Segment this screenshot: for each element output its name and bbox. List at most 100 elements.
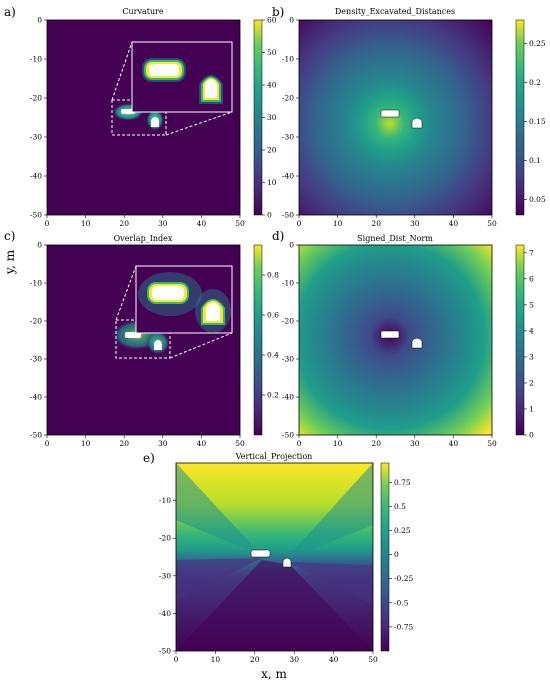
shared-xlabel: x, m (261, 667, 287, 681)
title-c: Overlap_Index (114, 234, 173, 243)
xtick-label-e-4: 40 (329, 655, 339, 664)
cbtick-label-e-0: 0.75 (394, 478, 411, 487)
cbtick-label-e-4: -0.25 (394, 574, 413, 583)
xtick-label-d-5: 50 (487, 439, 497, 448)
xtick-label-a-3: 30 (158, 219, 168, 228)
shared-ylabel: y, m (3, 249, 17, 275)
xtick-label-e-3: 30 (289, 655, 299, 664)
xtick-label-a-5: 50 (235, 219, 245, 228)
cbtick-label-d-7: 7 (529, 248, 534, 257)
xtick-label-b-2: 20 (371, 219, 381, 228)
ytick-label-e-0: -10 (159, 496, 171, 505)
xtick-label-d-0: 0 (297, 439, 302, 448)
xtick-label-a-2: 20 (119, 219, 129, 228)
cbtick-label-a-2: 20 (267, 146, 277, 155)
colorbar-a (253, 19, 263, 216)
xtick-label-e-5: 50 (368, 655, 378, 664)
ytick-label-b-2: -20 (282, 94, 294, 103)
ytick-label-c-2: -20 (30, 317, 42, 326)
cbtick-label-e-6: -0.75 (394, 622, 413, 631)
xtick-label-b-4: 40 (449, 219, 459, 228)
cbtick-label-b-1: 0.1 (529, 156, 541, 165)
xtick-label-a-0: 0 (45, 219, 50, 228)
cbtick-label-d-5: 5 (529, 300, 534, 309)
cbtick-label-a-5: 50 (267, 48, 277, 57)
panel-label-e: e) (143, 451, 155, 465)
panel-a: 0 10 20 30 40 50 0 -10 -20 -30 -40 -50 0 10 20 30 40 50 6… (30, 16, 277, 229)
ytick-label-d-0: 0 (289, 241, 294, 250)
inset-c (135, 265, 233, 334)
cbtick-label-e-5: -0.5 (394, 598, 409, 607)
ytick-label-a-5: -50 (30, 211, 42, 220)
ytick-label-e-3: -40 (159, 609, 171, 618)
xtick-label-d-4: 40 (449, 439, 459, 448)
cbtick-label-c-1: 0.4 (267, 351, 279, 360)
panel-label-b: b) (272, 5, 284, 19)
xtick-label-b-5: 50 (487, 219, 497, 228)
ytick-label-e-4: -50 (159, 647, 171, 656)
xtick-label-d-1: 10 (333, 439, 343, 448)
xtick-label-c-3: 30 (158, 439, 168, 448)
ytick-label-c-1: -10 (30, 279, 42, 288)
ytick-label-a-2: -20 (30, 94, 42, 103)
heatmap-b (299, 20, 492, 215)
title-e: Vertical_Projection (235, 452, 313, 461)
xtick-label-b-0: 0 (297, 219, 302, 228)
xtick-label-e-2: 20 (250, 655, 260, 664)
panel-label-c: c) (4, 229, 15, 243)
inset-a (131, 41, 233, 113)
ytick-label-d-1: -10 (282, 279, 294, 288)
ytick-label-d-3: -30 (282, 355, 294, 364)
panel-label-d: d) (272, 229, 284, 243)
title-a: Curvature (122, 7, 164, 16)
cbtick-label-b-4: 0.25 (529, 39, 546, 48)
cbtick-label-c-0: 0.2 (267, 391, 279, 400)
ytick-label-a-3: -30 (30, 133, 42, 142)
cbtick-label-d-2: 2 (529, 378, 534, 387)
ytick-label-d-2: -20 (282, 317, 294, 326)
cbtick-label-d-1: 1 (529, 404, 534, 413)
cbtick-label-b-0: 0.05 (529, 195, 546, 204)
ytick-label-c-3: -30 (30, 355, 42, 364)
heatmap-d (299, 245, 492, 435)
panel-d: 0 10 20 30 40 50 0 -10 -20 -30 -40 -50 0 1 2 3 4 5 6 7 (282, 241, 534, 449)
cbtick-label-e-2: 0.25 (394, 526, 411, 535)
cbtick-label-d-3: 3 (529, 352, 534, 361)
title-b: Density_Excavated_Distances (335, 7, 455, 16)
xtick-label-c-0: 0 (45, 439, 50, 448)
title-d: Signed_Dist_Norm (357, 234, 433, 243)
cbtick-label-e-1: 0.5 (394, 502, 406, 511)
xtick-label-b-1: 10 (333, 219, 343, 228)
ytick-label-c-4: -40 (30, 393, 42, 402)
ytick-label-d-4: -40 (282, 393, 294, 402)
panel-c: 0 10 20 30 40 50 0 -10 -20 -30 -40 -50 0.2 0.4 0.6 0.8 (30, 241, 279, 449)
cbtick-label-a-6: 60 (267, 16, 277, 25)
xtick-label-d-3: 30 (410, 439, 420, 448)
cbtick-label-b-3: 0.2 (529, 78, 541, 87)
xtick-label-c-1: 10 (81, 439, 91, 448)
cbtick-label-b-2: 0.15 (529, 117, 546, 126)
ytick-label-b-0: 0 (289, 16, 294, 25)
xtick-label-a-4: 40 (197, 219, 207, 228)
ytick-label-b-3: -30 (282, 133, 294, 142)
colorbar-d (515, 244, 525, 436)
ytick-label-a-4: -40 (30, 172, 42, 181)
xtick-label-b-3: 30 (410, 219, 420, 228)
panel-b: 0 10 20 30 40 50 0 -10 -20 -30 -40 -50 0.05 0.1 0.15 0… (282, 16, 546, 229)
ytick-label-e-2: -30 (159, 571, 171, 580)
cbtick-label-a-4: 40 (267, 81, 277, 90)
cbtick-label-a-0: 0 (267, 211, 272, 220)
ytick-label-a-1: -10 (30, 55, 42, 64)
ytick-label-b-4: -40 (282, 172, 294, 181)
colorbar-e (380, 462, 390, 652)
xtick-label-e-0: 0 (174, 655, 179, 664)
cbtick-label-c-3: 0.8 (267, 271, 279, 280)
ytick-label-b-5: -50 (282, 211, 294, 220)
panel-e: 0 10 20 30 40 50 -10 -20 -30 -40 -50 0.75 0.5 0.25 0 -… (159, 462, 413, 664)
ytick-label-a-0: 0 (37, 16, 42, 25)
colorbar-b (515, 19, 525, 216)
xtick-label-a-1: 10 (81, 219, 91, 228)
cbtick-label-d-4: 4 (529, 326, 534, 335)
cbtick-label-a-1: 10 (267, 178, 277, 187)
